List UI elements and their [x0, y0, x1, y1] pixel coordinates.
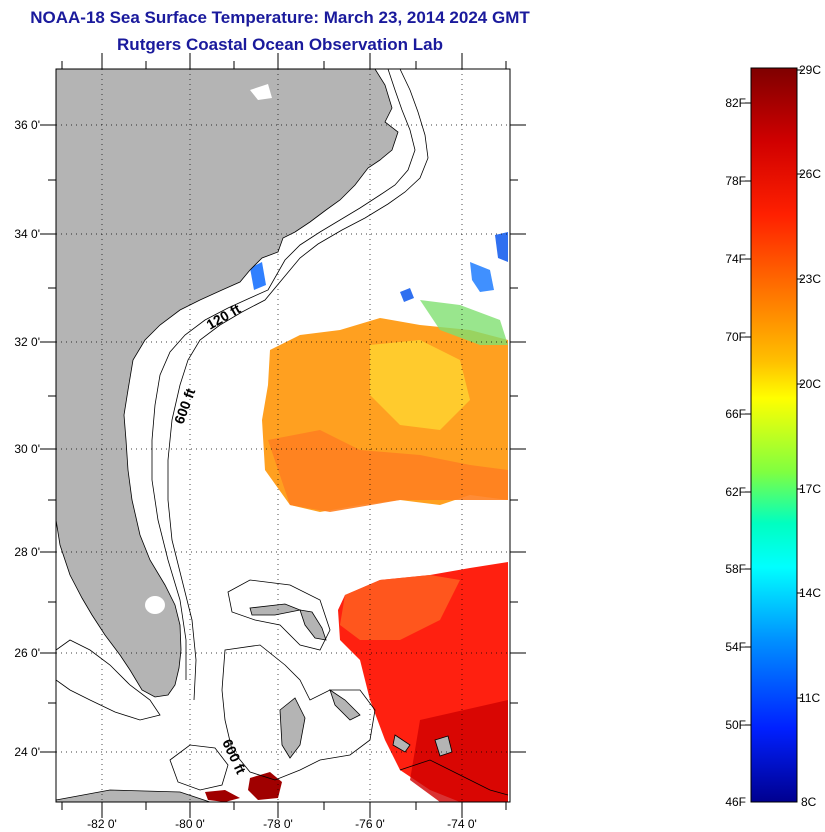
colorbar-c-label: 11C [799, 691, 820, 705]
lon-label: -76 0' [355, 817, 385, 831]
sst-patch-south-orange [340, 575, 460, 640]
lat-label: 28 0' [14, 545, 40, 559]
sst-patch-warm-core [370, 340, 470, 430]
colorbar-f-label: 66F [725, 407, 746, 421]
colorbar-c-label: 17C [799, 482, 821, 496]
lat-label: 34 0' [14, 227, 40, 241]
sst-patch-south-dark [410, 700, 508, 802]
sst-patch-cool-blue-2 [400, 288, 414, 302]
lon-label: -80 0' [175, 817, 205, 831]
land-us-coast [56, 69, 399, 698]
lake-north [250, 84, 272, 100]
island-andros [279, 697, 306, 759]
contour-florida-keys [56, 639, 161, 721]
lon-label: -82 0' [87, 817, 117, 831]
map-frame [55, 68, 511, 803]
contour-600ft [167, 69, 429, 701]
island-grand-bahama [249, 603, 302, 616]
colorbar-c-label: 8C [801, 795, 817, 809]
colorbar-f-label: 70F [725, 330, 746, 344]
contour-bahamas-1 [227, 579, 331, 651]
sst-patch-cool-blue-4 [495, 232, 508, 262]
lon-label: -74 0' [447, 817, 477, 831]
island-cuba-edge [56, 789, 211, 802]
colorbar-f-label: 54F [725, 640, 746, 654]
graticule [56, 69, 510, 802]
map-subtitle: Rutgers Coastal Ocean Observation Lab [117, 35, 443, 54]
lat-label: 30 0' [14, 442, 40, 456]
island-exuma [392, 734, 411, 753]
island-abaco [299, 609, 327, 641]
sst-patch-southwest-dark [248, 772, 282, 800]
sst-patch-cool-blue-3 [470, 262, 494, 292]
colorbar-ticks [745, 69, 803, 726]
colorbar [750, 67, 798, 803]
colorbar-c-label: 23C [799, 272, 821, 286]
contour-bahamas-2 [221, 644, 376, 781]
colorbar-f-label: 62F [725, 485, 746, 499]
lat-label: 32 0' [14, 335, 40, 349]
lake-okeechobee [145, 596, 165, 614]
map-ticks [40, 53, 526, 818]
map-title: NOAA-18 Sea Surface Temperature: March 2… [30, 8, 530, 27]
colorbar-f-label: 58F [725, 562, 746, 576]
contour-southeast [399, 759, 509, 796]
lat-label: 24 0' [14, 745, 40, 759]
sst-patch-cool-blue-1 [250, 262, 266, 290]
colorbar-c-label: 29C [799, 63, 821, 77]
colorbar-c-label: 20C [799, 377, 821, 391]
colorbar-c-label: 26C [799, 167, 821, 181]
sst-patch-southwest-dark-2 [205, 790, 240, 802]
colorbar-f-label: 46F [725, 795, 746, 809]
lat-label: 36 0' [14, 118, 40, 132]
colorbar-f-label: 50F [725, 718, 746, 732]
island-southeast [434, 735, 453, 757]
contour-120ft [151, 69, 416, 680]
colorbar-f-label: 78F [725, 174, 746, 188]
contour-bahamas-3 [169, 744, 229, 791]
island-eleuthera [329, 689, 361, 721]
colorbar-f-label: 82F [725, 96, 746, 110]
lat-label: 26 0' [14, 646, 40, 660]
sst-patch-cool-scatter [420, 300, 508, 345]
sst-patch-lower-orange [268, 430, 508, 512]
colorbar-c-label: 14C [799, 586, 821, 600]
colorbar-f-label: 74F [725, 252, 746, 266]
lon-label: -78 0' [263, 817, 293, 831]
